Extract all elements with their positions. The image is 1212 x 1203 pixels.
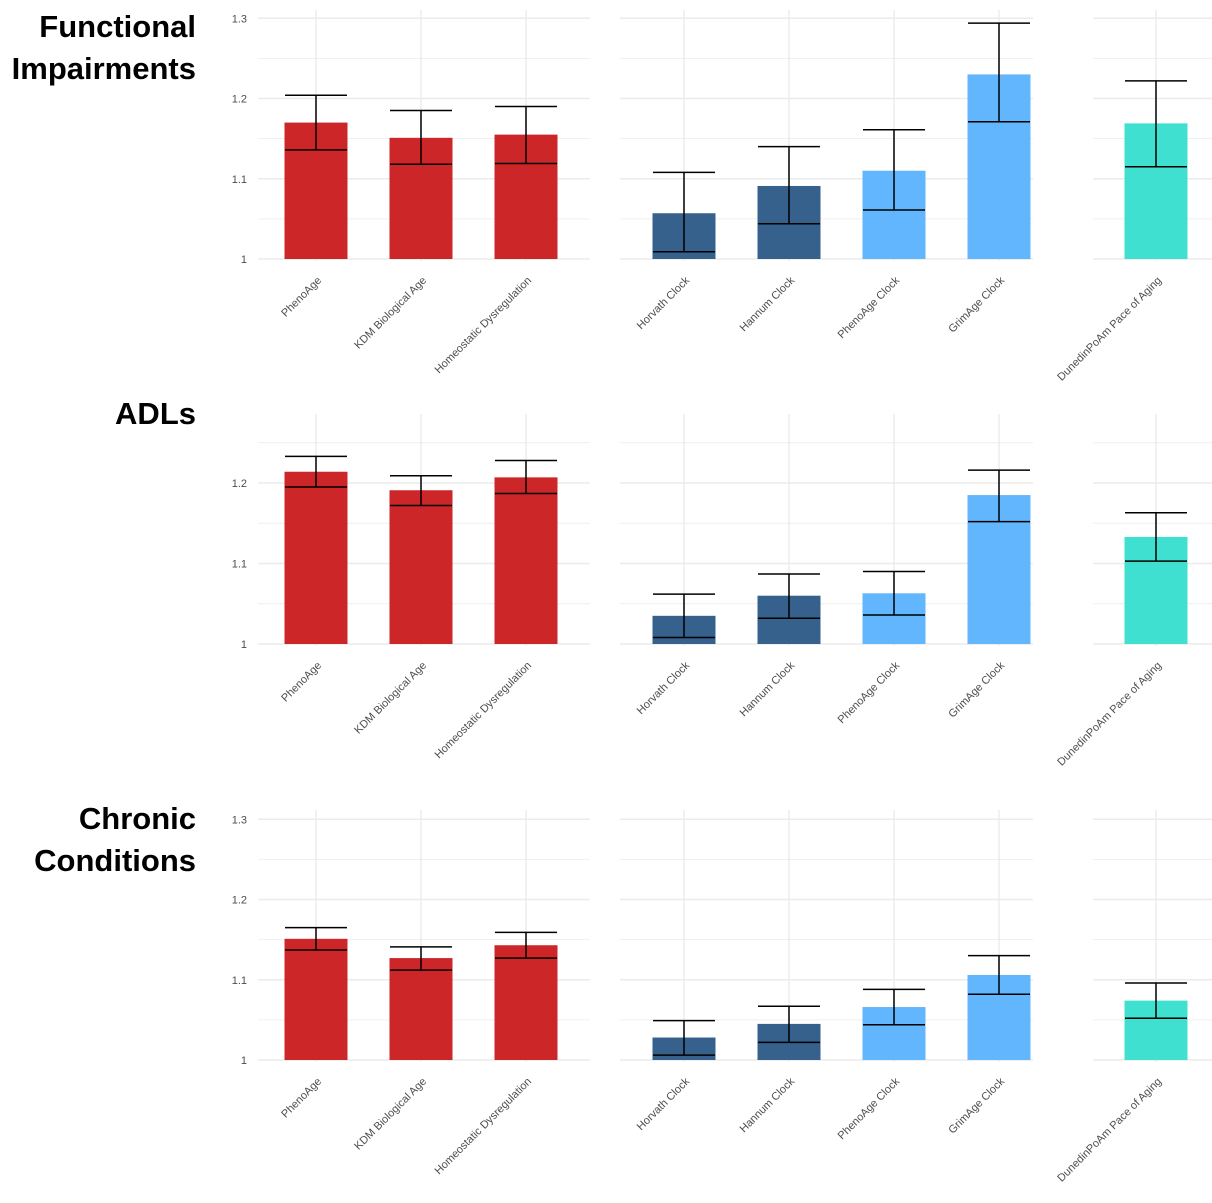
row-title-adls: ADLs bbox=[115, 393, 196, 435]
x-tick-label: PhenoAge Clock bbox=[836, 274, 903, 341]
bar bbox=[389, 958, 453, 1060]
row-title-chronic-conditions: Chronic Conditions bbox=[34, 798, 196, 882]
y-tick-label: 1.2 bbox=[232, 478, 247, 490]
x-tick-label: Horvath Clock bbox=[635, 659, 693, 717]
x-tick-label: DunedinPoAm Pace of Aging bbox=[1055, 660, 1164, 769]
row-title-line: Impairments bbox=[11, 51, 196, 86]
y-tick-label: 1 bbox=[241, 1055, 247, 1067]
bar bbox=[284, 938, 348, 1060]
y-tick-label: 1.2 bbox=[232, 94, 247, 106]
x-tick-label: Homeostatic Dysregulation bbox=[433, 275, 534, 376]
x-tick-label: Hannum Clock bbox=[738, 274, 798, 334]
bar bbox=[284, 471, 348, 644]
x-tick-label: KDM Biological Age bbox=[352, 660, 429, 737]
y-tick-label: 1.1 bbox=[232, 174, 247, 186]
row-title-line: Chronic bbox=[78, 801, 196, 836]
y-tick-label: 1.3 bbox=[232, 814, 247, 826]
x-tick-label: KDM Biological Age bbox=[352, 1076, 429, 1153]
row-title-line: Conditions bbox=[34, 843, 196, 878]
x-tick-label: DunedinPoAm Pace of Aging bbox=[1055, 1076, 1164, 1185]
x-tick-label: GrimAge Clock bbox=[946, 274, 1007, 335]
x-tick-label: Homeostatic Dysregulation bbox=[433, 660, 534, 761]
x-tick-label: Hannum Clock bbox=[738, 659, 798, 719]
row-title-functional-impairments: Functional Impairments bbox=[12, 6, 196, 90]
x-tick-label: Horvath Clock bbox=[635, 274, 693, 332]
x-tick-label: PhenoAge bbox=[279, 275, 324, 320]
x-tick-label: PhenoAge bbox=[279, 660, 324, 705]
x-tick-label: GrimAge Clock bbox=[946, 659, 1007, 720]
x-tick-label: Hannum Clock bbox=[738, 1075, 798, 1135]
bar bbox=[494, 945, 558, 1060]
x-tick-label: DunedinPoAm Pace of Aging bbox=[1055, 275, 1164, 384]
row-title-line: ADLs bbox=[115, 396, 196, 431]
y-tick-label: 1.1 bbox=[232, 975, 247, 987]
y-tick-label: 1.1 bbox=[232, 559, 247, 571]
x-tick-label: Horvath Clock bbox=[635, 1075, 693, 1133]
x-tick-label: Homeostatic Dysregulation bbox=[433, 1076, 534, 1177]
y-tick-label: 1.3 bbox=[232, 13, 247, 25]
row-title-line: Functional bbox=[39, 9, 196, 44]
x-tick-label: KDM Biological Age bbox=[352, 275, 429, 352]
y-tick-label: 1 bbox=[241, 639, 247, 651]
x-tick-label: PhenoAge bbox=[279, 1076, 324, 1121]
bar bbox=[494, 477, 558, 644]
x-tick-label: PhenoAge Clock bbox=[836, 1075, 903, 1142]
y-tick-label: 1 bbox=[241, 254, 247, 266]
y-tick-label: 1.2 bbox=[232, 895, 247, 907]
bar bbox=[389, 490, 453, 644]
x-tick-label: GrimAge Clock bbox=[946, 1075, 1007, 1136]
x-tick-label: PhenoAge Clock bbox=[836, 659, 903, 726]
